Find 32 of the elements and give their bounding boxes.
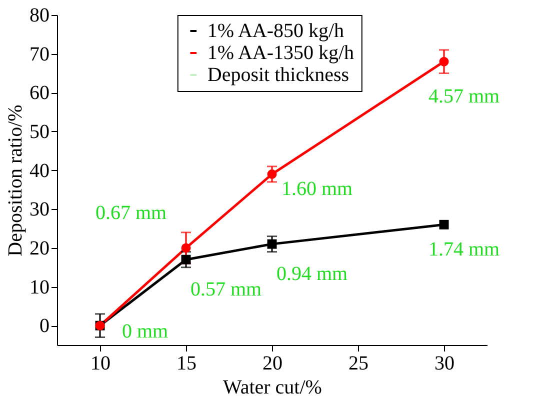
- x-tick-label: 25: [348, 352, 368, 374]
- x-axis-title: Water cut/%: [223, 376, 322, 398]
- y-tick-label: 10: [30, 276, 50, 298]
- y-tick-label: 40: [30, 160, 50, 182]
- point: [267, 239, 277, 249]
- y-tick-label: 70: [30, 43, 50, 66]
- y-tick-label: 0: [40, 315, 50, 338]
- point: [181, 254, 191, 264]
- point: [439, 56, 449, 66]
- legend-label: 1% AA-850 kg/h: [207, 20, 344, 42]
- y-axis-title: Deposition ratio/%: [4, 104, 26, 256]
- point: [267, 169, 277, 179]
- annotation: 0.67 mm: [95, 202, 167, 224]
- x-tick-label: 30: [434, 352, 454, 374]
- y-tick-label: 30: [30, 198, 50, 221]
- x-tick-label: 15: [176, 352, 196, 374]
- legend-label: 1% AA-1350 kg/h: [207, 42, 354, 64]
- point: [439, 220, 449, 230]
- annotation: 1.74 mm: [428, 238, 500, 261]
- y-tick-label: 20: [30, 237, 50, 260]
- annotation: 4.57 mm: [428, 86, 500, 108]
- annotation: 0.94 mm: [276, 263, 348, 286]
- annotation: 0.57 mm: [190, 278, 262, 301]
- annotation: 0 mm: [122, 320, 168, 343]
- y-tick-label: 50: [30, 120, 50, 143]
- annotation: 1.60 mm: [281, 178, 353, 200]
- point: [181, 243, 191, 253]
- x-tick-label: 20: [262, 352, 282, 374]
- legend-label: Deposit thickness: [207, 64, 350, 86]
- y-tick-label: 80: [30, 4, 50, 26]
- x-tick-label: 10: [90, 352, 110, 374]
- y-tick-label: 60: [30, 82, 50, 104]
